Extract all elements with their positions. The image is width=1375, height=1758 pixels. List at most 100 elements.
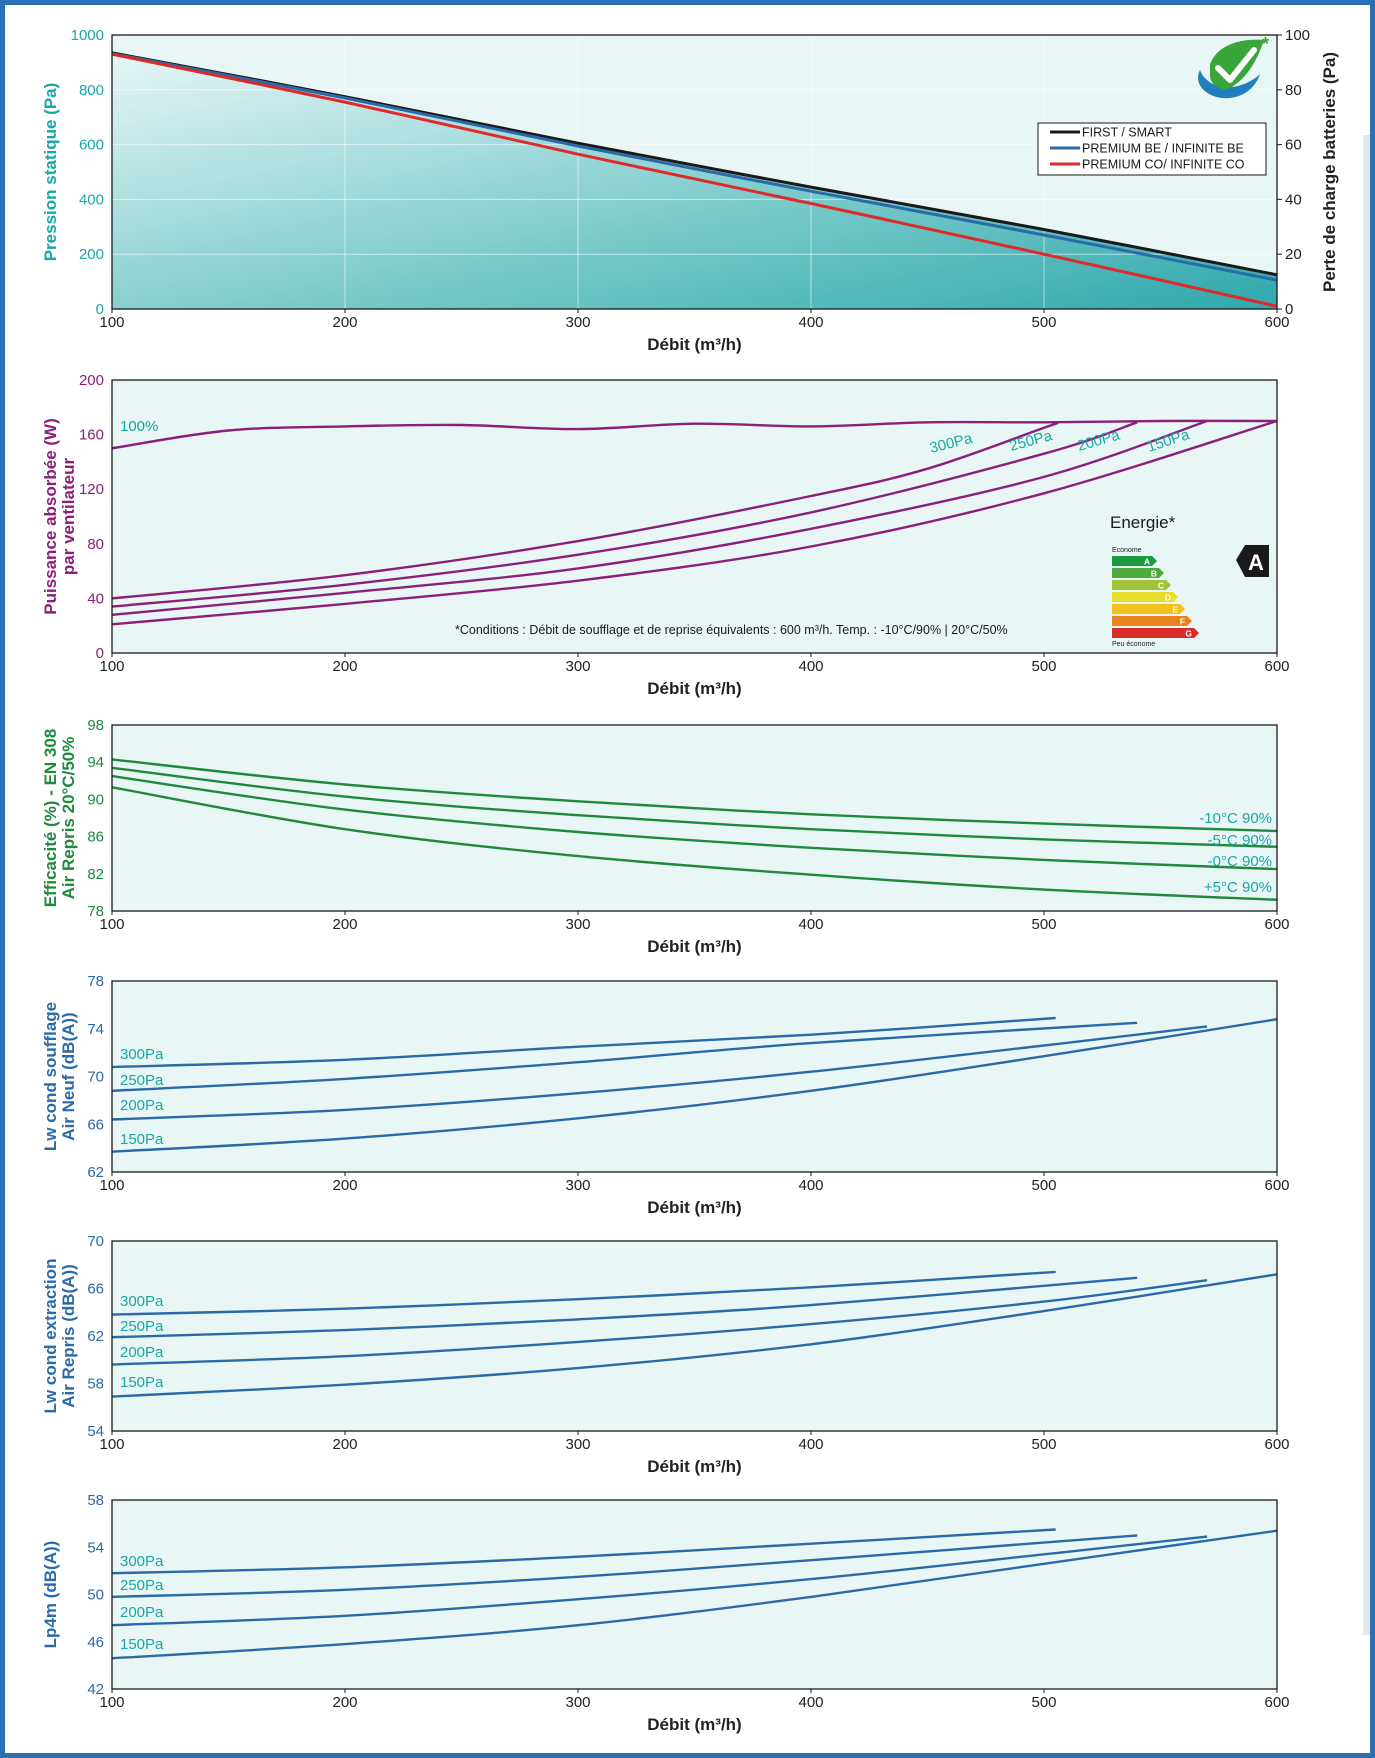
plot-area [112,725,1277,911]
x-axis-title: Débit (m³/h) [647,1457,741,1476]
series-line-10-c-90 [111,758,1278,833]
y-tick-label: 86 [87,829,104,846]
x-tick-label: 300 [565,916,590,933]
y-axis-title-line2: Air Neuf (dB(A)) [59,1012,78,1140]
y-tick-label: 66 [87,1281,104,1298]
curve-label-250pa: 250Pa [120,1072,164,1089]
y-axis-title-line2: Air Repris (dB(A)) [59,1264,78,1408]
x-tick-label: 200 [332,314,357,331]
plot-area [112,1500,1277,1689]
series-line-premium-be-infinite-be [111,52,1278,282]
y-tick-label: 62 [87,1164,104,1181]
y-tick-label: 80 [87,536,104,553]
y2-axis-title: Perte de charge batteries (Pa) [1320,52,1339,292]
x-tick-label: 500 [1031,1436,1056,1453]
chart-pression: 100 200 300 400 500 60002004006008001000Débit… [41,27,1339,354]
series-line-premium-co-infinite-co [111,52,1278,308]
energy-class-d: D [1165,593,1171,603]
curve-label-200pa: 200Pa [120,1344,164,1361]
x-tick-label: 200 [332,1177,357,1194]
energy-class-e: E [1172,605,1178,615]
x-tick-label: 100 [99,1436,124,1453]
x-tick-label: 300 [565,1177,590,1194]
energy-top-label: Econome [1112,547,1142,554]
series-line-200pa [111,1279,1208,1366]
series-line-250pa [111,1534,1138,1599]
x-tick-label: 500 [1031,314,1056,331]
curve-label-150pa: 150Pa [120,1636,164,1653]
plot-border [111,1499,1278,1690]
plot-border [111,1240,1278,1432]
energy-class-a: A [1144,557,1150,567]
x-tick-label: 100 [99,1694,124,1711]
y-tick-label: 0 [96,301,104,318]
legend-label-premium-co-infinite-co: PREMIUM CO/ INFINITE CO [1082,158,1245,172]
energy-rating-value: A [1248,550,1264,575]
x-tick-label: 600 [1264,658,1289,675]
x-tick-label: 200 [332,916,357,933]
x-tick-label: 500 [1031,916,1056,933]
x-tick-label: 600 [1264,916,1289,933]
series-line-200pa [111,1535,1208,1627]
series-line-200pa [111,1025,1208,1121]
energy-bar-a [1112,556,1157,566]
x-tick-label: 300 [565,1694,590,1711]
y-tick-label: 46 [87,1634,104,1651]
y-tick-label: 1000 [71,27,104,44]
series-line-150pa [111,1018,1278,1153]
y-axis-title-line2: Air Repris 20°C/50% [59,737,78,900]
x-axis-title: Débit (m³/h) [647,335,741,354]
legend-label-first-smart: FIRST / SMART [1082,126,1172,140]
series-line-150pa [111,419,1278,626]
plot-area [112,1241,1277,1431]
energy-class-f: F [1180,617,1185,627]
energy-bar-c [1112,580,1171,590]
x-tick-label: 100 [99,658,124,675]
logo-asterisk: * [1262,34,1269,54]
x-tick-label: 600 [1264,1436,1289,1453]
x-tick-label: 200 [332,658,357,675]
legend-label-premium-be-infinite-be: PREMIUM BE / INFINITE BE [1082,142,1244,156]
x-tick-label: 400 [798,658,823,675]
series-line-300pa [111,1016,1056,1069]
conditions-note: *Conditions : Débit de soufflage et de r… [455,623,1008,637]
series-line-250pa [111,1021,1138,1092]
energy-bottom-label: Peu économe [1112,641,1155,648]
x-tick-label: 200 [332,1694,357,1711]
x-axis-title: Débit (m³/h) [647,937,741,956]
series-line-200pa [111,419,1208,616]
y-tick-label: 94 [87,754,104,771]
y-tick-label: 90 [87,791,104,808]
y-tick-label: 0 [96,645,104,662]
curve-label-150pa: 150Pa [120,1374,164,1391]
x-tick-label: 300 [565,314,590,331]
curve-label-300pa: 300Pa [120,1293,164,1310]
y-axis-title: Efficacité (%) - EN 308 [41,729,60,908]
x-tick-label: 600 [1264,1177,1289,1194]
plot-border [111,980,1278,1173]
y-tick-label: 74 [87,1021,104,1038]
curve-label-200pa: 200Pa [120,1097,164,1114]
chart-puissance: 100 200 300 400 500 600 0 40 80 120 160 200 Débit (m… [41,372,1290,698]
y-tick-label: 82 [87,866,104,883]
series-line-250pa [111,421,1138,608]
y-axis-title: Pression statique (Pa) [41,83,60,262]
curve-label-5-c-90: -5°C 90% [1208,832,1272,849]
y-tick-label: 54 [87,1539,104,1556]
plot-border [111,379,1278,654]
energy-bar-f [1112,616,1192,626]
energy-bar-g [1112,628,1199,638]
plot-border [111,724,1278,912]
y-tick-label: 62 [87,1328,104,1345]
y2-tick-label: 60 [1285,137,1302,154]
x-tick-label: 400 [798,1436,823,1453]
curve-label-300pa: 300Pa [120,1553,164,1570]
x-tick-label: 300 [565,658,590,675]
chart-lw-soufflage: 100 200 300 400 500 600 62 66 70 74 78 Débit (m³/h)… [41,973,1290,1217]
y-tick-label: 120 [79,481,104,498]
chart-lw-extraction: 100 200 300 400 500 600 54 58 62 66 70 Débit (m³/h)… [41,1233,1290,1476]
curve-label-150pa: 150Pa [120,1131,164,1148]
series-line-5-c-90 [111,766,1278,848]
y-tick-label: 40 [87,590,104,607]
series-line-100 [111,419,1278,450]
